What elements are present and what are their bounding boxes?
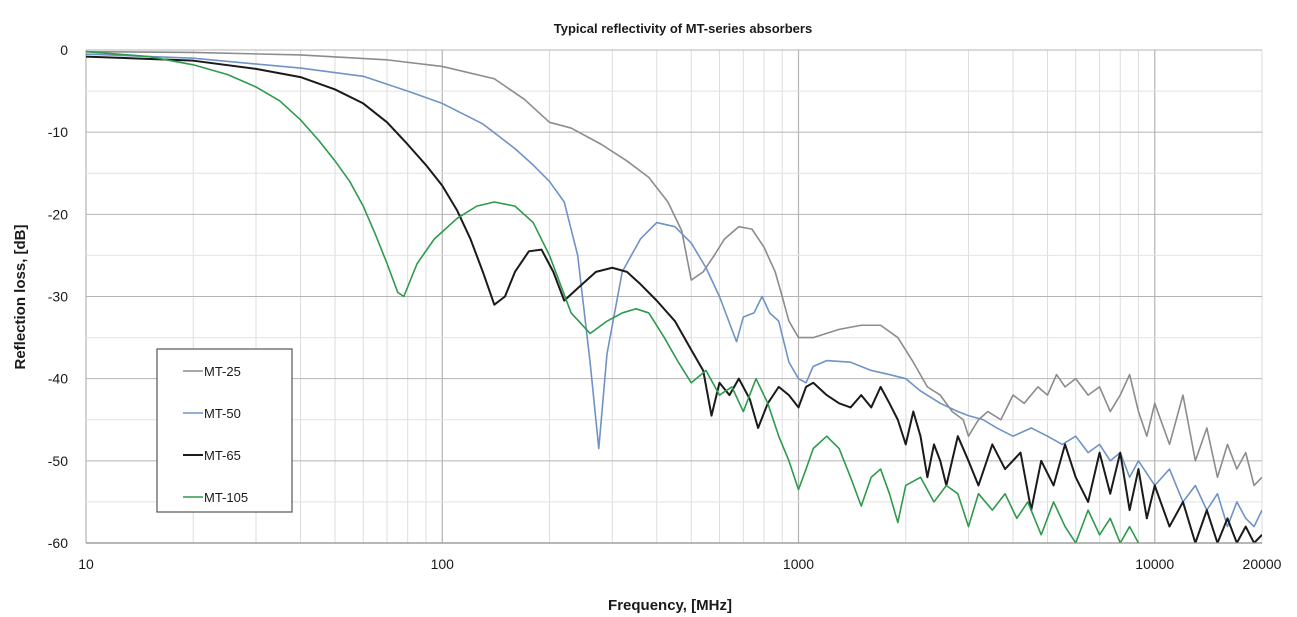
legend-label: MT-105 (204, 490, 248, 505)
series-line-mt-105 (86, 50, 1140, 543)
y-tick-label: -40 (48, 371, 68, 387)
y-tick-label: 0 (60, 42, 68, 58)
legend-label: MT-65 (204, 448, 241, 463)
x-tick-label: 10 (78, 556, 94, 572)
y-tick-label: -60 (48, 535, 68, 551)
y-tick-label: -10 (48, 124, 68, 140)
legend: MT-25 MT-50 MT-65 MT-105 (156, 348, 293, 513)
y-tick-label: -30 (48, 289, 68, 305)
series-line-mt-65 (86, 55, 1262, 543)
y-tick-label: -20 (48, 206, 68, 222)
legend-label: MT-25 (204, 364, 241, 379)
x-tick-label: 100 (431, 556, 455, 572)
x-axis-title: Frequency, [MHz] (608, 597, 732, 614)
grid (85, 49, 1263, 544)
tick-labels: 10 100 1000 10000 20000 0 -10 -20 -30 -40 -50 -60 (48, 42, 1282, 572)
series-line-mt-25 (86, 50, 1262, 487)
legend-label: MT-50 (204, 406, 241, 421)
series-lines (86, 50, 1262, 543)
x-tick-label: 20000 (1243, 556, 1282, 572)
y-tick-label: -50 (48, 453, 68, 469)
x-tick-label: 1000 (783, 556, 814, 572)
series-line-mt-50 (86, 53, 1262, 528)
chart-title: Typical reflectivity of MT-series absorb… (554, 21, 812, 36)
legend-box (156, 348, 293, 513)
y-axis-title: Reflection loss, [dB] (12, 224, 29, 369)
x-tick-label: 10000 (1135, 556, 1174, 572)
